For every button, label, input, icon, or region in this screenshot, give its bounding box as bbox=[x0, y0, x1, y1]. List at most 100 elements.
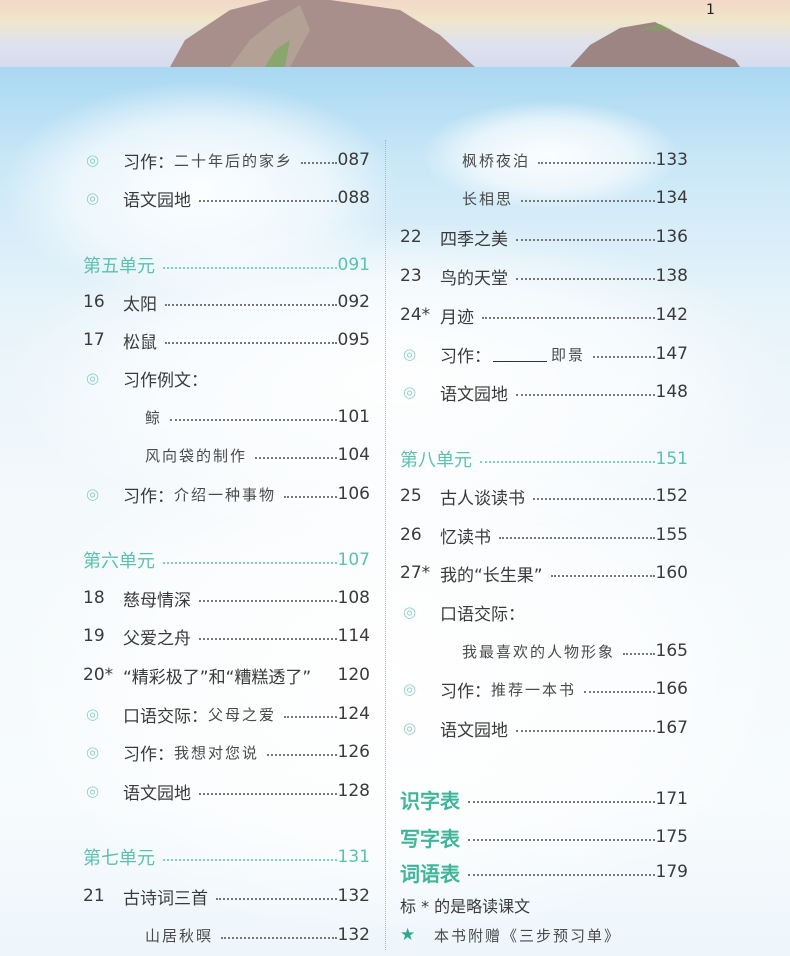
toc-entry[interactable]: 21 古诗词三首 132 bbox=[83, 882, 370, 910]
dot-leader bbox=[533, 498, 655, 500]
dot-leader bbox=[199, 793, 337, 795]
entry-title: 我的“长生果” bbox=[440, 565, 543, 586]
unit-heading[interactable]: 第八单元 151 bbox=[400, 445, 688, 473]
page-number: 160 bbox=[655, 563, 688, 583]
entry-title: 父爱之舟 bbox=[123, 628, 191, 649]
entry-title: 习作： bbox=[123, 486, 174, 507]
page-number: 1 bbox=[706, 2, 715, 18]
double-circle-icon: ◎ bbox=[86, 189, 100, 207]
lesson-number: 19 bbox=[83, 626, 105, 646]
toc-entry[interactable]: 鲸 101 bbox=[83, 403, 370, 431]
page-number: 175 bbox=[655, 827, 688, 847]
toc-entry[interactable]: 20* “精彩极了”和“糟糕透了” 120 bbox=[83, 661, 370, 689]
entry-title: 松鼠 bbox=[123, 332, 157, 353]
toc-entry[interactable]: ◎ 习作： 二十年后的家乡 087 bbox=[83, 146, 370, 174]
dot-leader bbox=[482, 317, 655, 319]
toc-entry[interactable]: ◎ 语文园地 148 bbox=[400, 378, 688, 406]
toc-entry[interactable]: 26 忆读书 155 bbox=[400, 521, 688, 549]
toc-entry[interactable]: 24* 月迹 142 bbox=[400, 301, 688, 329]
page-number: 128 bbox=[337, 781, 370, 801]
toc-entry[interactable]: ◎ 口语交际： bbox=[400, 598, 688, 626]
toc-entry[interactable]: ◎ 语文园地 128 bbox=[83, 777, 370, 805]
footnote[interactable]: 标 * 的是略读课文 bbox=[400, 891, 688, 919]
toc-entry[interactable]: ◎ 习作例文： bbox=[83, 364, 370, 392]
page-number: 165 bbox=[655, 641, 688, 661]
bonus-note[interactable]: ★ 本书附赠《三步预习单》 bbox=[400, 921, 688, 949]
dot-leader bbox=[468, 801, 655, 803]
dot-leader bbox=[301, 162, 337, 164]
mountain-illustration bbox=[170, 0, 740, 67]
page-number: 179 bbox=[655, 862, 688, 882]
unit-heading[interactable]: 第六单元 107 bbox=[83, 546, 370, 574]
entry-title: 习作： bbox=[123, 744, 174, 765]
cloud bbox=[0, 420, 790, 940]
entry-title: 月迹 bbox=[440, 307, 474, 328]
dot-leader bbox=[480, 461, 655, 463]
appendix-entry[interactable]: 识字表 171 bbox=[400, 785, 688, 813]
appendix-entry[interactable]: 词语表 179 bbox=[400, 858, 688, 886]
appendix-entry[interactable]: 写字表 175 bbox=[400, 823, 688, 851]
toc-entry[interactable]: ◎ 习作： 我想对您说 126 bbox=[83, 738, 370, 766]
page-number: 092 bbox=[337, 292, 370, 312]
dot-leader bbox=[468, 874, 655, 876]
double-circle-icon: ◎ bbox=[403, 603, 417, 621]
entry-title: 语文园地 bbox=[440, 720, 508, 741]
lesson-number: 21 bbox=[83, 886, 105, 906]
toc-entry[interactable]: 山居秋暝 132 bbox=[83, 921, 370, 949]
toc-entry[interactable]: 27* 我的“长生果” 160 bbox=[400, 559, 688, 587]
entry-title: 习作： bbox=[440, 681, 491, 702]
entry-title: 第七单元 bbox=[83, 848, 155, 869]
toc-entry[interactable]: 23 鸟的天堂 138 bbox=[400, 262, 688, 290]
entry-title: 太阳 bbox=[123, 294, 157, 315]
toc-entry[interactable]: 22 四季之美 136 bbox=[400, 223, 688, 251]
page-number: 131 bbox=[337, 847, 370, 867]
entry-title: 古诗词三首 bbox=[123, 888, 208, 909]
entry-subtitle: 二十年后的家乡 bbox=[174, 151, 294, 170]
entry-title: 口语交际： bbox=[440, 604, 525, 625]
toc-entry[interactable]: 19 父爱之舟 114 bbox=[83, 622, 370, 650]
toc-entry[interactable]: ◎ 习作： 介绍一种事物 106 bbox=[83, 480, 370, 508]
page-number: 134 bbox=[655, 188, 688, 208]
toc-entry[interactable]: 我最喜欢的人物形象 165 bbox=[400, 637, 688, 665]
toc-entry[interactable]: ◎ 习作： 即景 147 bbox=[400, 340, 688, 368]
toc-entry[interactable]: 枫桥夜泊 133 bbox=[400, 146, 688, 174]
double-circle-icon: ◎ bbox=[86, 485, 100, 503]
lesson-number: 26 bbox=[400, 525, 422, 545]
star-icon: ★ bbox=[400, 925, 416, 945]
unit-heading[interactable]: 第七单元 131 bbox=[83, 843, 370, 871]
page-number: 142 bbox=[655, 305, 688, 325]
toc-entry[interactable]: ◎ 习作： 推荐一本书 166 bbox=[400, 675, 688, 703]
header-illustration: 1 bbox=[0, 0, 790, 67]
cloud bbox=[420, 100, 680, 210]
toc-entry[interactable]: 长相思 134 bbox=[400, 184, 688, 212]
toc-entry[interactable]: 16 太阳 092 bbox=[83, 288, 370, 316]
toc-entry[interactable]: 25 古人谈读书 152 bbox=[400, 482, 688, 510]
toc-entry[interactable]: ◎ 语文园地 088 bbox=[83, 184, 370, 212]
page-number: 107 bbox=[337, 550, 370, 570]
toc-entry[interactable]: 风向袋的制作 104 bbox=[83, 441, 370, 469]
page-number: 171 bbox=[655, 789, 688, 809]
dot-leader bbox=[468, 839, 655, 841]
fill-in-blank bbox=[493, 347, 547, 362]
entry-subtitle: 推荐一本书 bbox=[491, 680, 577, 699]
page-number: 088 bbox=[337, 188, 370, 208]
dot-leader bbox=[221, 937, 337, 939]
dot-leader bbox=[199, 600, 337, 602]
toc-entry[interactable]: ◎ 口语交际： 父母之爱 124 bbox=[83, 700, 370, 728]
page-number: 151 bbox=[655, 449, 688, 469]
page-number: 133 bbox=[655, 150, 688, 170]
dot-leader bbox=[216, 898, 337, 900]
page-number: 152 bbox=[655, 486, 688, 506]
page-number: 132 bbox=[337, 925, 370, 945]
toc-entry[interactable]: 18 慈母情深 108 bbox=[83, 584, 370, 612]
unit-heading[interactable]: 第五单元 091 bbox=[83, 251, 370, 279]
lesson-number: 20* bbox=[83, 665, 114, 685]
entry-title: 习作： bbox=[440, 346, 491, 367]
lesson-number: 17 bbox=[83, 330, 105, 350]
entry-subtitle: 即景 bbox=[551, 345, 586, 364]
dot-leader bbox=[165, 304, 337, 306]
toc-entry[interactable]: 17 松鼠 095 bbox=[83, 326, 370, 354]
toc-entry[interactable]: ◎ 语文园地 167 bbox=[400, 714, 688, 742]
entry-title: 习作： bbox=[123, 152, 174, 173]
entry-title: 第六单元 bbox=[83, 551, 155, 572]
